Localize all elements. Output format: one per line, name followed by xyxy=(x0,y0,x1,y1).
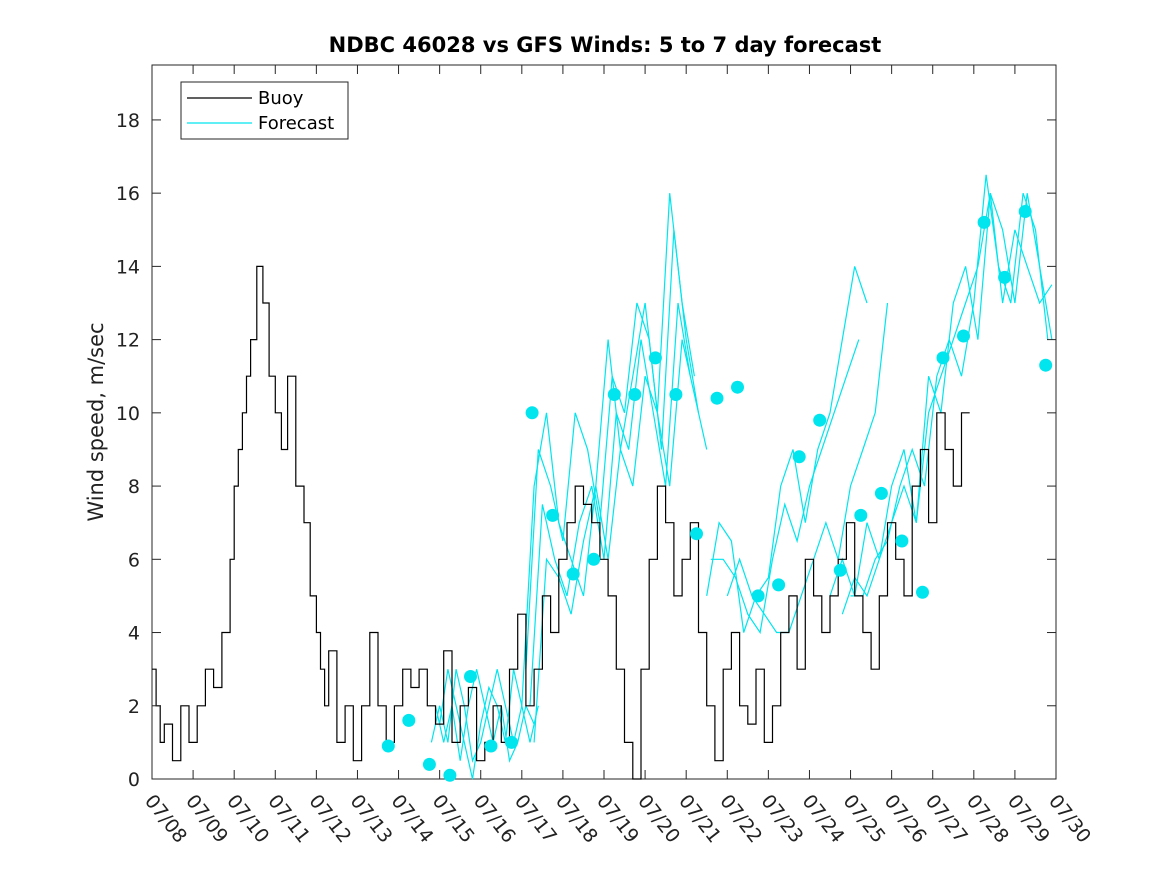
y-axis-label: Wind speed, m/sec xyxy=(84,322,108,521)
x-tick-label: 07/26 xyxy=(880,791,931,848)
forecast-line-4 xyxy=(521,193,695,706)
x-tick-label: 07/09 xyxy=(181,791,232,848)
x-tick-label: 07/18 xyxy=(551,791,602,848)
forecast-marker xyxy=(1018,205,1032,218)
x-tick-label: 07/25 xyxy=(839,791,890,848)
y-tick-label: 16 xyxy=(116,183,140,205)
x-tick-label: 07/20 xyxy=(633,791,684,848)
y-tick-label: 6 xyxy=(128,549,140,571)
forecast-marker xyxy=(710,391,724,405)
y-tick-label: 18 xyxy=(116,110,140,132)
x-tick-label: 07/24 xyxy=(798,791,849,848)
y-tick-label: 2 xyxy=(128,696,140,718)
forecast-marker xyxy=(792,450,806,464)
x-tick-label: 07/14 xyxy=(387,791,438,848)
x-tick-label: 07/28 xyxy=(962,791,1013,848)
forecast-marker xyxy=(772,578,786,592)
x-tick-label: 07/21 xyxy=(674,791,725,848)
x-tick-label: 07/11 xyxy=(263,791,314,848)
forecast-marker xyxy=(751,589,765,603)
legend-label-buoy: Buoy xyxy=(258,88,304,109)
x-tick-label: 07/13 xyxy=(346,791,397,848)
legend: Buoy Forecast xyxy=(180,81,349,140)
x-tick-label: 07/27 xyxy=(921,791,972,848)
y-tick-label: 8 xyxy=(128,476,140,498)
x-tick-label: 07/23 xyxy=(756,791,807,848)
forecast-marker xyxy=(648,351,662,365)
plot-area xyxy=(151,64,1057,780)
x-tick-label: 07/10 xyxy=(222,791,273,848)
forecast-marker xyxy=(587,552,601,566)
forecast-marker xyxy=(566,567,580,581)
forecast-marker xyxy=(484,739,498,753)
forecast-marker xyxy=(936,351,950,365)
forecast-marker xyxy=(422,757,436,771)
forecast-marker xyxy=(977,215,991,229)
y-tick-label: 12 xyxy=(116,330,140,352)
forecast-marker xyxy=(525,406,539,420)
forecast-marker xyxy=(833,563,847,577)
forecast-marker xyxy=(381,739,395,753)
forecast-marker xyxy=(464,670,477,683)
forecast-line-8 xyxy=(706,266,868,633)
x-tick-label: 07/19 xyxy=(592,791,643,848)
forecast-marker xyxy=(854,508,868,522)
forecast-marker xyxy=(957,329,970,343)
x-tick-label: 07/12 xyxy=(304,791,355,848)
x-tick-label: 07/08 xyxy=(140,791,191,848)
forecast-marker xyxy=(402,713,416,727)
x-tick-label: 07/15 xyxy=(428,791,479,848)
forecast-marker xyxy=(874,486,888,500)
forecast-marker xyxy=(505,735,518,749)
forecast-marker xyxy=(813,413,827,427)
forecast-line-6 xyxy=(529,302,691,706)
forecast-marker xyxy=(669,388,683,401)
forecast-marker xyxy=(998,270,1012,284)
y-tick-label: 10 xyxy=(116,403,140,425)
y-tick-label: 4 xyxy=(128,623,140,645)
forecast-marker xyxy=(916,585,929,599)
x-tick-label: 07/17 xyxy=(510,791,561,848)
forecast-marker xyxy=(690,527,703,541)
chart-title: NDBC 46028 vs GFS Winds: 5 to 7 day fore… xyxy=(329,33,882,57)
forecast-marker xyxy=(443,768,457,782)
x-tick-label: 07/29 xyxy=(1003,791,1054,848)
forecast-marker xyxy=(1039,358,1053,372)
forecast-line-5 xyxy=(525,229,700,670)
legend-label-forecast: Forecast xyxy=(258,113,334,134)
x-tick-label: 07/16 xyxy=(469,791,520,848)
forecast-marker xyxy=(628,388,642,401)
series-layer xyxy=(152,174,1053,782)
forecast-line-9 xyxy=(710,339,860,635)
forecast-marker xyxy=(546,508,560,522)
forecast-line-13 xyxy=(850,174,1049,597)
x-tick-label: 07/22 xyxy=(715,791,766,848)
forecast-marker xyxy=(607,388,621,401)
legend-box xyxy=(180,81,349,140)
forecast-marker xyxy=(731,380,744,394)
buoy-line xyxy=(152,265,970,780)
y-tick-label: 0 xyxy=(128,769,140,791)
forecast-marker xyxy=(895,534,909,548)
x-tick-label: 07/30 xyxy=(1044,791,1095,848)
y-tick-label: 14 xyxy=(116,256,140,278)
